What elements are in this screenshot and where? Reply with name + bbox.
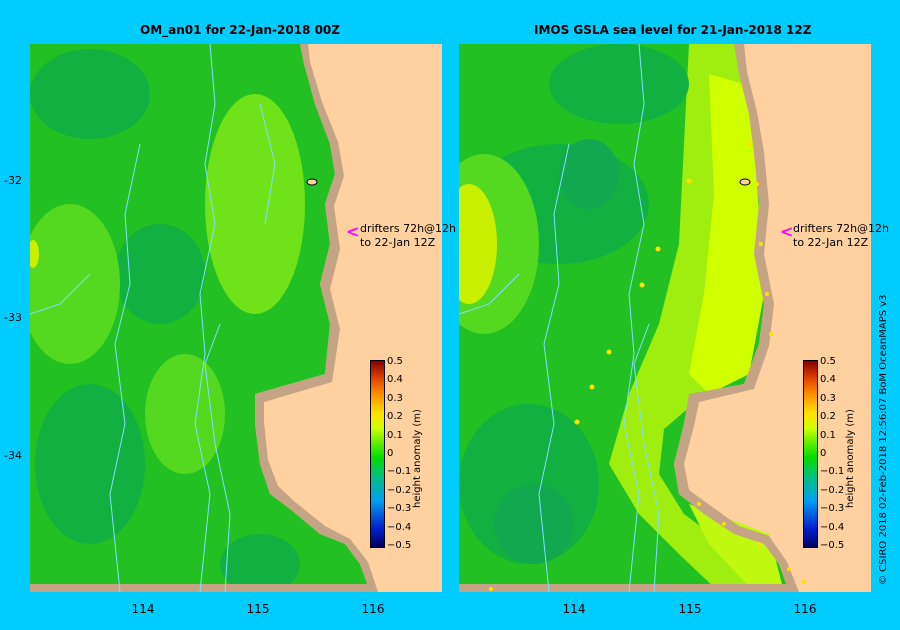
right-map-svg [459, 44, 806, 592]
colorbar-tick-label: −0.5 [820, 540, 845, 551]
lon-label: 115 [246, 602, 270, 616]
credit-text: © CSIRO 2018 02-Feb-2018 12:56:07 BoM Oc… [878, 294, 889, 585]
colorbar-tick-label: 0.1 [387, 429, 403, 441]
left-panel-title: OM_an01 for 22-Jan-2018 00Z [140, 23, 340, 37]
colorbar-tick-label: 0.3 [820, 392, 836, 404]
lon-label: 115 [678, 602, 702, 616]
colorbar-tick-label: 0.4 [820, 374, 836, 386]
right-panel-title: IMOS GSLA sea level for 21-Jan-2018 12Z [534, 23, 812, 37]
colorbar-tick-label: 0.4 [387, 374, 403, 386]
left-high-anomaly-blob [205, 94, 305, 314]
right-coastal-peak-band [689, 74, 764, 394]
left-arrow-icon: < [346, 222, 360, 241]
right-drifter-tracks [459, 44, 660, 592]
lon-label: 114 [131, 602, 155, 616]
colorbar-tick-label: 0 [820, 448, 827, 459]
lat-label: -34 [4, 449, 22, 462]
left-annotation-line1: drifters 72h@12h [360, 222, 457, 235]
colorbar-tick-label: −0.4 [387, 521, 412, 533]
left-colorbar [370, 360, 385, 548]
left-low-anomaly-blob-1 [30, 49, 150, 139]
colorbar-tick-label: 0.5 [387, 356, 403, 367]
left-map-svg [30, 44, 378, 592]
lat-label: -32 [4, 174, 22, 187]
lon-label: 116 [361, 602, 385, 616]
colorbar-tick-label: −0.1 [387, 466, 412, 478]
left-edge-peak [30, 240, 39, 268]
lon-label: 114 [562, 602, 586, 616]
colorbar-tick-label: −0.2 [820, 484, 845, 496]
right-bottom-strip [459, 584, 794, 592]
right-arrow-icon: < [780, 222, 794, 241]
right-west-high-inner [459, 184, 497, 304]
right-south-high-band [689, 504, 784, 592]
right-low-anomaly-core-2 [494, 484, 574, 564]
left-annotation-line2: to 22-Jan 12Z [360, 236, 436, 249]
right-drifter-markers [489, 142, 806, 591]
left-rottnest-island [306, 178, 318, 186]
left-low-anomaly-blob-4 [220, 534, 300, 592]
colorbar-tick-label: −0.5 [387, 540, 412, 551]
left-map-panel [30, 44, 442, 592]
right-low-anomaly-core [559, 139, 619, 209]
left-low-anomaly-blob-2 [115, 224, 205, 324]
left-low-anomaly-blob-3 [35, 384, 145, 544]
colorbar-tick-label: 0.3 [387, 392, 403, 404]
colorbar-tick-label: 0.2 [387, 411, 403, 423]
colorbar-tick-label: −0.1 [820, 466, 845, 478]
left-bottom-strip [30, 584, 375, 592]
colorbar-tick-label: 0.5 [820, 356, 836, 367]
right-colorbar [803, 360, 818, 548]
left-mid-anomaly-blob-1 [30, 204, 120, 364]
right-low-anomaly-blob-2 [549, 44, 689, 124]
left-mid-anomaly-blob-2 [145, 354, 225, 474]
colorbar-tick-label: 0.1 [820, 429, 836, 441]
right-colorbar-label: height anomaly (m) [845, 409, 856, 508]
right-annotation-line1: drifters 72h@12h [793, 222, 890, 235]
left-colorbar-label: height anomaly (m) [412, 409, 423, 508]
right-rottnest-island [739, 178, 751, 186]
right-annotation-line2: to 22-Jan 12Z [793, 236, 869, 249]
colorbar-tick-label: 0 [387, 448, 394, 459]
colorbar-tick-label: −0.3 [820, 503, 845, 515]
colorbar-tick-label: 0.2 [820, 411, 836, 423]
lat-label: -33 [4, 311, 22, 324]
colorbar-tick-label: −0.2 [387, 484, 412, 496]
colorbar-tick-label: −0.3 [387, 503, 412, 515]
right-map-panel [459, 44, 871, 592]
lon-label: 116 [793, 602, 817, 616]
left-drifter-tracks [30, 44, 276, 592]
colorbar-tick-label: −0.4 [820, 521, 845, 533]
